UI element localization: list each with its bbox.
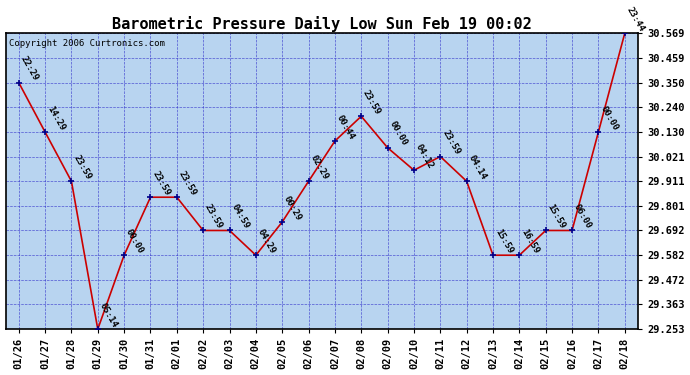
Text: 23:59: 23:59 [150, 170, 172, 197]
Text: 00:29: 00:29 [282, 194, 304, 222]
Text: 04:14: 04:14 [466, 153, 488, 181]
Text: 04:29: 04:29 [256, 227, 277, 255]
Text: 23:59: 23:59 [440, 129, 462, 156]
Text: 02:29: 02:29 [308, 153, 330, 181]
Text: 14:29: 14:29 [45, 104, 66, 132]
Text: 23:59: 23:59 [177, 170, 198, 197]
Text: 23:59: 23:59 [72, 153, 92, 181]
Text: 00:44: 00:44 [335, 113, 356, 141]
Text: 04:12: 04:12 [414, 142, 435, 170]
Title: Barometric Pressure Daily Low Sun Feb 19 00:02: Barometric Pressure Daily Low Sun Feb 19… [112, 16, 531, 32]
Text: 23:59: 23:59 [362, 88, 382, 116]
Text: 22:29: 22:29 [19, 55, 40, 82]
Text: 06:00: 06:00 [572, 203, 593, 231]
Text: 04:59: 04:59 [230, 203, 250, 231]
Text: 15:59: 15:59 [493, 227, 514, 255]
Text: 15:59: 15:59 [546, 203, 567, 231]
Text: 23:44: 23:44 [624, 6, 646, 33]
Text: Copyright 2006 Curtronics.com: Copyright 2006 Curtronics.com [9, 39, 165, 48]
Text: 00:00: 00:00 [124, 227, 146, 255]
Text: 23:59: 23:59 [203, 203, 224, 231]
Text: 05:14: 05:14 [98, 302, 119, 329]
Text: 00:00: 00:00 [598, 104, 620, 132]
Text: 16:59: 16:59 [520, 227, 540, 255]
Text: 00:00: 00:00 [388, 120, 409, 148]
